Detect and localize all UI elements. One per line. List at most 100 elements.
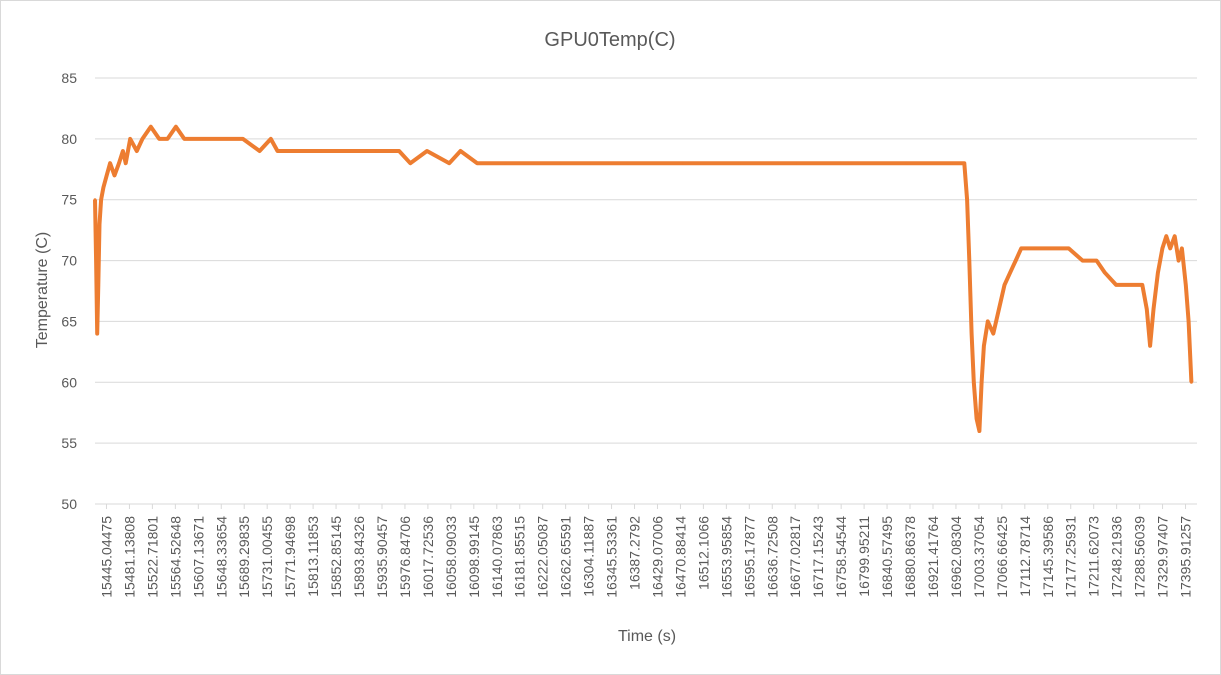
data-point [991, 332, 995, 336]
data-point [202, 137, 206, 141]
x-tick-label: 16880.86378 [902, 516, 918, 598]
x-tick-label: 15813.11853 [305, 516, 321, 597]
data-point [1050, 246, 1054, 250]
y-tick-label: 80 [61, 131, 77, 147]
x-tick-label: 17112.78714 [1017, 516, 1033, 597]
data-point [1164, 234, 1168, 238]
series-layer [93, 124, 1194, 433]
data-point [1177, 259, 1181, 263]
x-tick-label: 16262.65591 [558, 516, 574, 598]
data-point [950, 161, 953, 165]
x-tick-label: 16304.11887 [581, 516, 597, 597]
x-tick-label: 16140.07863 [489, 516, 505, 598]
x-tick-label: 17003.37054 [971, 516, 987, 598]
data-point [319, 149, 323, 153]
x-tick-label: 17248.21936 [1109, 516, 1125, 598]
x-axis-ticks: 15445.04475 15481.13808 15522.71801 15564.5… [98, 504, 1194, 598]
data-point [375, 149, 379, 153]
y-tick-label: 85 [61, 70, 77, 86]
x-tick-label: 16717.15243 [810, 516, 826, 598]
x-tick-label: 15564.52648 [167, 516, 183, 598]
data-point [977, 429, 981, 433]
x-tick-label: 16636.72508 [764, 516, 780, 598]
data-point [128, 137, 132, 141]
data-point [1019, 246, 1023, 250]
x-tick-label: 16962.08304 [948, 516, 964, 598]
data-point [849, 161, 853, 165]
data-point [276, 149, 279, 153]
data-point [1014, 259, 1018, 263]
data-point [121, 149, 125, 153]
data-point [140, 137, 144, 141]
data-point [224, 137, 228, 141]
y-tick-label: 60 [61, 374, 77, 390]
data-point [1033, 246, 1037, 250]
data-point [962, 161, 966, 165]
data-point [459, 149, 462, 153]
data-point [94, 259, 98, 263]
data-point [1168, 246, 1172, 250]
data-point [503, 161, 507, 165]
x-tick-label: 16677.02817 [787, 516, 803, 598]
x-tick-label: 16222.05087 [535, 516, 551, 598]
data-point [1081, 259, 1085, 263]
data-point [1003, 283, 1006, 287]
x-tick-label: 15607.13671 [190, 516, 206, 598]
data-point [166, 137, 169, 141]
data-point [972, 380, 976, 384]
x-tick-label: 15771.94698 [282, 516, 298, 598]
data-point [997, 307, 1001, 311]
y-tick-label: 55 [61, 435, 77, 451]
data-point [1184, 283, 1188, 287]
y-axis-title: Temperature (C) [34, 232, 51, 348]
data-point [98, 222, 101, 226]
data-point [531, 161, 535, 165]
data-point [1140, 283, 1144, 287]
data-point [975, 417, 979, 421]
data-point [587, 161, 591, 165]
series-line [93, 124, 1194, 433]
data-point [93, 198, 97, 202]
data-point [101, 186, 105, 189]
x-tick-label: 15689.29835 [236, 516, 252, 598]
x-tick-label: 16387.2792 [627, 516, 643, 590]
x-tick-label: 16512.1066 [695, 516, 711, 590]
data-point [1180, 246, 1184, 250]
x-tick-label: 17395.91257 [1178, 516, 1194, 598]
data-point [241, 137, 245, 141]
x-tick-label: 17329.97407 [1155, 516, 1171, 598]
data-point [1148, 344, 1152, 348]
data-point [905, 161, 909, 165]
x-tick-label: 17211.62073 [1086, 516, 1102, 597]
x-tick-label: 15852.85145 [328, 516, 344, 598]
data-point [149, 125, 153, 129]
data-point [117, 161, 121, 165]
x-tick-label: 16921.41764 [925, 516, 941, 598]
data-point [970, 332, 974, 336]
data-point [397, 149, 401, 153]
data-point [1156, 271, 1160, 275]
x-tick-label: 15893.84326 [351, 516, 367, 598]
x-tick-label: 15481.13808 [121, 516, 137, 598]
data-point [980, 380, 984, 384]
x-tick-label: 17177.25931 [1063, 516, 1079, 598]
x-tick-label: 17145.39586 [1040, 516, 1056, 598]
y-tick-label: 65 [61, 313, 77, 329]
data-point [475, 161, 479, 165]
data-point [626, 161, 630, 165]
data-point [95, 332, 99, 336]
data-point [1114, 283, 1118, 287]
data-point [1095, 259, 1099, 263]
data-point [1145, 307, 1149, 311]
x-tick-label: 15976.84706 [397, 516, 413, 598]
data-point [738, 161, 741, 165]
data-point [1152, 307, 1155, 311]
data-point [108, 161, 112, 165]
data-point [559, 161, 563, 165]
data-point [182, 137, 186, 141]
data-point [96, 283, 100, 287]
data-point [1008, 271, 1012, 275]
chart-title: GPU0Temp(C) [544, 29, 675, 51]
